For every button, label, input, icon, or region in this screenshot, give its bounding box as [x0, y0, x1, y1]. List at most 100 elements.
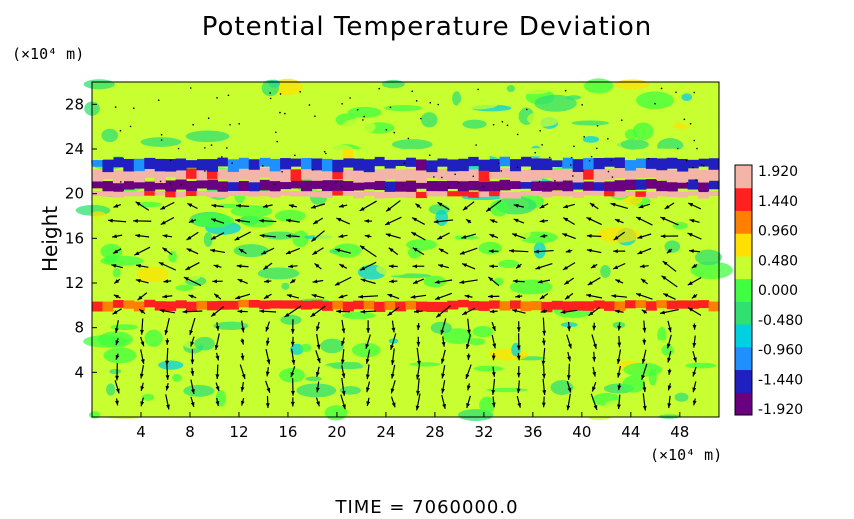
wind-arrow — [315, 381, 320, 393]
band-segment — [269, 300, 281, 309]
vector-dot — [693, 139, 696, 142]
band-segment — [468, 191, 480, 198]
wind-arrow — [290, 397, 295, 407]
wind-arrow — [516, 380, 521, 394]
vector-dot — [596, 147, 598, 150]
band-segment — [583, 190, 595, 196]
wind-arrow — [462, 307, 476, 316]
vector-dot — [482, 185, 485, 188]
wind-arrow — [489, 219, 498, 224]
field-patch — [685, 362, 717, 369]
wind-arrow — [235, 293, 251, 300]
band-segment — [687, 149, 699, 160]
wind-arrow — [617, 365, 622, 378]
wind-arrow — [566, 363, 571, 380]
wind-arrow — [515, 263, 522, 269]
vector-dot — [693, 91, 696, 94]
band-segment — [301, 148, 313, 158]
time-label: TIME = 7060000.0 — [335, 497, 519, 518]
field-patch — [452, 91, 462, 106]
wind-arrow — [586, 248, 602, 254]
wind-arrow — [212, 279, 223, 284]
wind-arrow — [235, 218, 251, 223]
band-segment — [624, 300, 636, 309]
band-segment — [426, 181, 438, 194]
colorbar-label: -1.440 — [758, 372, 803, 388]
field-patch — [690, 224, 709, 232]
field-patch — [674, 392, 689, 402]
wind-arrow — [210, 218, 225, 224]
wind-arrow — [462, 201, 475, 211]
wind-arrow — [290, 319, 295, 334]
wind-arrow — [639, 264, 649, 269]
band-segment — [206, 159, 218, 172]
band-segment — [112, 181, 124, 195]
band-segment — [520, 190, 532, 196]
vector-dot — [119, 129, 122, 132]
band-segment — [447, 169, 459, 181]
wind-arrow — [642, 320, 647, 333]
wind-arrow — [667, 320, 672, 333]
wind-arrow — [415, 393, 421, 411]
band-segment — [342, 301, 354, 312]
band-segment — [353, 149, 365, 158]
wind-arrow — [466, 383, 471, 391]
wind-arrow — [290, 378, 295, 396]
wind-arrow — [412, 264, 425, 269]
vector-dot — [516, 166, 519, 169]
field-patch — [341, 118, 376, 136]
x-tick-label: 44 — [621, 423, 640, 441]
vector-dot — [169, 159, 172, 162]
colorbar-label: -0.480 — [758, 313, 803, 329]
vector-dot — [692, 166, 694, 169]
wind-arrow — [164, 318, 170, 336]
wind-arrow — [390, 380, 396, 394]
band-segment — [186, 301, 198, 312]
field-patch — [391, 139, 433, 150]
band-segment — [92, 301, 104, 312]
field-patch — [347, 106, 382, 118]
wind-arrow — [566, 393, 571, 411]
wind-arrow — [412, 247, 425, 256]
band-segment — [363, 169, 375, 183]
wind-arrow — [564, 292, 574, 300]
field-patch — [409, 362, 441, 367]
wind-arrow — [359, 261, 377, 271]
band-segment — [624, 179, 636, 190]
band-segment — [415, 170, 427, 183]
band-segment — [280, 158, 292, 170]
vector-dot — [384, 186, 387, 189]
band-segment — [436, 156, 448, 167]
wind-arrow — [215, 322, 220, 331]
band-segment — [530, 158, 542, 171]
vector-dot — [378, 87, 380, 90]
wind-arrow — [586, 234, 602, 238]
band-segment — [530, 148, 542, 157]
band-segment — [457, 158, 469, 172]
band-segment — [217, 181, 229, 195]
wind-arrow — [491, 366, 496, 377]
vector-dot — [349, 97, 351, 99]
wind-arrow — [614, 218, 624, 224]
band-segment — [269, 158, 281, 172]
band-segment — [102, 191, 114, 197]
band-segment — [259, 179, 271, 191]
field-patch — [583, 374, 610, 390]
wind-arrow — [183, 276, 202, 287]
band-segment — [530, 169, 542, 181]
band-segment — [259, 167, 271, 178]
band-segment — [645, 167, 657, 178]
x-tick-label: 36 — [523, 423, 542, 441]
band-segment — [280, 179, 292, 190]
vector-dot — [441, 176, 443, 179]
wind-arrow — [384, 216, 402, 226]
x-axis: 4 8 12 16 20 24 28 32 36 40 44 48 — [136, 412, 689, 441]
wind-arrow — [563, 203, 575, 209]
wind-arrow — [537, 279, 551, 284]
vector-dot — [564, 89, 567, 92]
field-patch — [623, 362, 663, 377]
wind-arrow — [240, 381, 245, 392]
vector-dot — [189, 87, 192, 89]
band-segment — [248, 149, 260, 160]
wind-arrow — [489, 264, 499, 269]
